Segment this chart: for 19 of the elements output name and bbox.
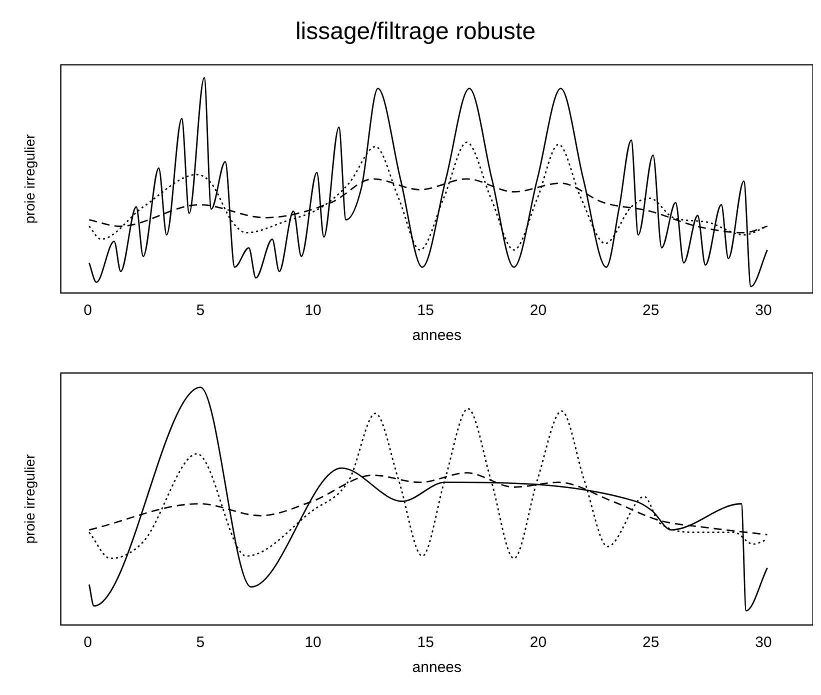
- y-axis-title: proie irregulier: [21, 134, 38, 224]
- x-tick-label: 15: [417, 634, 434, 652]
- x-tick-label: 15: [417, 302, 434, 320]
- x-tick-label: 20: [530, 302, 547, 320]
- y-axis-title: proie irregulier: [21, 454, 38, 544]
- x-tick-label: 5: [196, 634, 205, 652]
- x-tick-label: 0: [84, 302, 92, 320]
- x-tick-label: 30: [755, 634, 772, 652]
- x-tick-label: 10: [304, 302, 322, 320]
- x-axis-title: annees: [412, 659, 462, 676]
- x-tick-label: 10: [304, 634, 322, 652]
- x-axis-title: annees: [412, 327, 462, 344]
- x-tick-label: 20: [530, 634, 547, 652]
- chart-title: lissage/filtrage robuste: [295, 18, 536, 46]
- x-tick-label: 25: [642, 634, 660, 652]
- x-tick-label: 30: [755, 302, 772, 320]
- x-tick-label: 5: [196, 302, 205, 320]
- x-tick-label: 25: [642, 302, 660, 320]
- x-tick-label: 0: [84, 634, 92, 652]
